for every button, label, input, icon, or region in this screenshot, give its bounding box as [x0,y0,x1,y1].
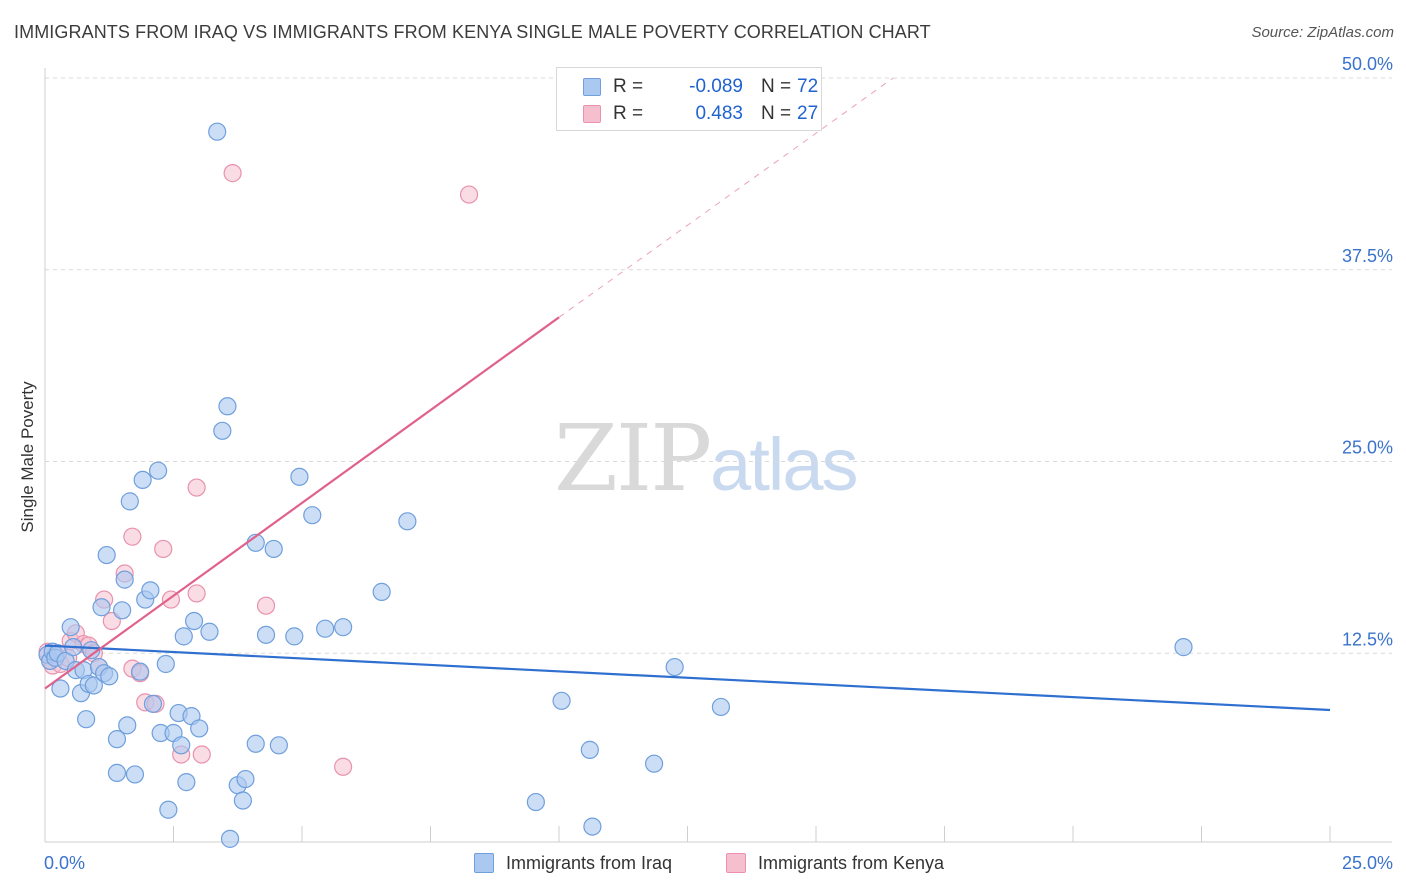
y-tick-label: 12.5% [1342,629,1393,649]
kenya-trend-line [44,316,560,690]
iraq-swatch [583,78,601,96]
iraq-point [120,492,139,511]
iraq-point [141,581,160,600]
iraq-point [148,461,168,480]
iraq-point [208,122,227,141]
r-label: R = [613,103,644,124]
iraq-point [269,736,288,755]
r-label: R = [613,76,644,97]
iraq-point [107,730,127,749]
kenya-point [154,539,173,559]
chart-title: IMMIGRANTS FROM IRAQ VS IMMIGRANTS FROM … [14,22,931,42]
y-tick-label: 37.5% [1342,246,1393,266]
iraq-point [236,769,255,789]
iraq-point [177,773,196,792]
kenya-point [123,527,142,546]
iraq-point [290,467,309,486]
iraq-point [61,618,80,637]
iraq-legend-swatch [474,853,494,873]
iraq-point [233,791,252,810]
iraq-points [38,122,1193,848]
kenya-point [187,584,206,603]
x-tick-label: 25.0% [1342,853,1393,873]
iraq-point [133,470,152,490]
y-tick-label: 50.0% [1342,54,1393,74]
iraq-point [184,611,204,631]
watermark-atlas: atlas [710,423,858,506]
iraq-point [218,397,237,416]
trend-lines [44,77,1331,712]
iraq-point [172,736,191,755]
iraq-point [398,512,417,531]
iraq-point [256,625,276,644]
iraq-point [156,654,175,674]
kenya-point [192,745,211,764]
iraq-point [285,627,304,646]
iraq-point [316,619,335,638]
x-tick-label: 0.0% [44,853,85,873]
iraq-point [220,829,240,848]
iraq-legend-label: Immigrants from Iraq [506,853,673,873]
iraq-point [644,754,664,773]
iraq-trend-line [44,644,1331,712]
kenya-trend-extension [558,77,894,318]
kenya-legend-label: Immigrants from Kenya [758,853,945,873]
iraq-point [77,710,96,729]
kenya-swatch [583,105,601,123]
iraq-point [526,792,545,812]
source-credit: Source: ZipAtlas.com [1251,24,1394,41]
gridlines [45,77,1392,654]
r-value-kenya: 0.483 [695,103,743,124]
iraq-point [174,627,193,646]
iraq-point [246,734,265,753]
iraq-point [143,694,163,713]
iraq-point [372,582,391,601]
iraq-point [115,570,134,589]
iraq-point [1174,638,1193,657]
iraq-point [125,765,145,784]
iraq-point [580,740,599,759]
iraq-point [334,618,353,637]
iraq-point [711,697,731,717]
kenya-point [223,164,242,183]
iraq-point [159,800,178,819]
iraq-point [213,421,232,440]
iraq-point [107,763,127,783]
n-label: N = [761,103,792,124]
iraq-point [92,598,111,617]
iraq-point [200,622,219,641]
iraq-point [552,691,571,710]
tick-labels: 12.5% 25.0% 37.5% 50.0% 0.0% 25.0% [44,54,1393,873]
iraq-point [665,657,684,677]
correlation-legend: R = -0.089 N = 72 R = 0.483 N = 27 [556,67,822,131]
n-label: N = [761,76,792,97]
iraq-point [118,716,137,735]
iraq-point [583,817,602,836]
iraq-point [84,676,103,695]
r-value-iraq: -0.089 [689,76,743,97]
kenya-point [187,478,206,497]
watermark: ZIPatlas [554,405,858,512]
iraq-point [190,719,209,738]
iraq-point [100,667,119,686]
y-tick-label: 25.0% [1342,438,1393,458]
iraq-point [51,679,70,698]
iraq-point [264,539,283,559]
kenya-point [334,757,353,776]
axes [44,68,1392,843]
iraq-point [303,506,322,525]
iraq-point [112,601,132,620]
n-value-iraq: 72 [797,76,819,97]
watermark-zip: ZIP [554,405,712,512]
kenya-legend-swatch [726,853,746,873]
iraq-point [130,662,150,681]
iraq-point [97,545,116,565]
n-value-kenya: 27 [797,103,819,124]
kenya-point [459,185,479,204]
kenya-point [256,596,276,615]
